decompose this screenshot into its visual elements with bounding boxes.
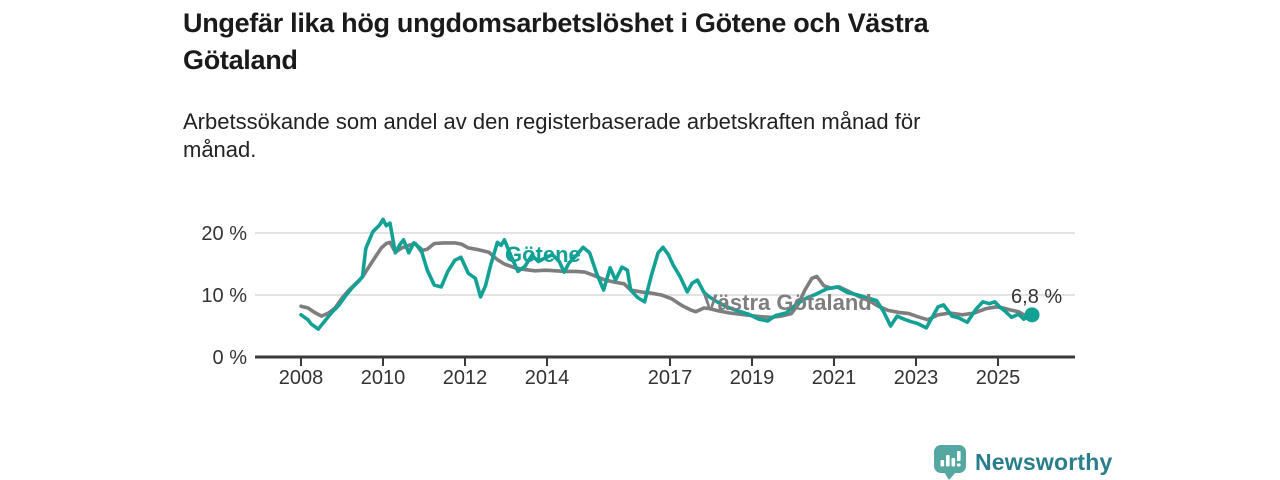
chart-subtitle: Arbetssökande som andel av den registerb… (183, 108, 920, 164)
chart-title-line1: Ungefär lika hög ungdomsarbetslöshet i G… (183, 8, 929, 38)
x-axis-label: 2012 (443, 367, 488, 389)
y-axis-label: 20 % (201, 223, 247, 245)
newsworthy-logo[interactable]: Newsworthy (933, 444, 1112, 480)
chart-subtitle-line1: Arbetssökande som andel av den registerb… (183, 109, 921, 134)
series-label-götene: Götene (505, 242, 581, 267)
x-axis-label: 2014 (525, 367, 570, 389)
series-line-västra-götaland (299, 240, 1029, 322)
chart-title-line2: Götaland (183, 45, 298, 75)
x-axis-label: 2023 (894, 367, 939, 389)
latest-value-dot (1024, 307, 1040, 323)
series-line-götene (299, 217, 1034, 331)
chart-subtitle-line2: månad. (183, 137, 257, 162)
newsworthy-bar-chart-icon (934, 445, 966, 480)
x-axis-label: 2019 (730, 367, 775, 389)
series-label-västra-götaland: Västra Götaland (703, 290, 872, 315)
x-axis-label: 2008 (279, 367, 324, 389)
y-axis-label: 0 % (213, 347, 248, 369)
latest-value-label: 6,8 % (1011, 286, 1062, 308)
chart-svg: 0 % 10 % 20 % 2008 2010 2012 2014 2017 2019 2021 2… (201, 217, 1075, 389)
y-axis-label: 10 % (201, 285, 247, 307)
x-axis-label: 2025 (976, 367, 1021, 389)
brand-text: Newsworthy (975, 448, 1113, 475)
chart-title: Ungefär lika hög ungdomsarbetslöshet i G… (183, 5, 929, 79)
x-axis-label: 2010 (361, 367, 406, 389)
x-axis-label: 2017 (648, 367, 693, 389)
x-axis-label: 2021 (812, 367, 857, 389)
